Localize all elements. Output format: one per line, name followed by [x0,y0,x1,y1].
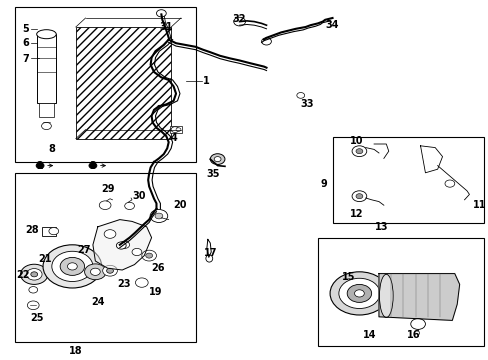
Circle shape [102,265,117,276]
Circle shape [67,263,77,270]
Text: 33: 33 [300,99,314,109]
Circle shape [43,245,102,288]
Circle shape [214,157,221,162]
Text: 4: 4 [170,133,177,143]
Circle shape [132,248,142,256]
Circle shape [444,180,454,187]
Text: 9: 9 [320,179,327,189]
Bar [332,137,483,223]
Circle shape [171,127,179,132]
Circle shape [31,272,38,277]
Circle shape [29,287,38,293]
Circle shape [261,38,271,45]
Text: 2: 2 [37,161,43,171]
Circle shape [351,146,366,157]
Circle shape [338,278,379,309]
Circle shape [120,241,129,248]
Circle shape [346,284,371,302]
Circle shape [135,278,148,287]
Circle shape [49,228,59,235]
Circle shape [27,301,39,310]
Circle shape [145,253,152,258]
Circle shape [354,290,364,297]
Circle shape [52,251,93,282]
Circle shape [355,149,362,154]
Circle shape [60,257,84,275]
Circle shape [150,210,167,222]
Circle shape [410,319,425,329]
Circle shape [210,154,224,165]
Circle shape [90,268,100,275]
Bar [15,7,195,162]
Text: 35: 35 [205,169,219,179]
Circle shape [106,268,113,273]
Bar [39,103,54,117]
Text: 12: 12 [349,209,363,219]
Circle shape [84,264,106,280]
Circle shape [41,122,51,130]
Text: 15: 15 [342,272,355,282]
Bar [37,34,56,103]
Text: 6: 6 [22,38,29,48]
Ellipse shape [205,255,212,262]
Text: 30: 30 [132,191,145,201]
Text: 32: 32 [232,14,246,24]
Text: 20: 20 [173,200,187,210]
Circle shape [26,269,42,280]
Text: 23: 23 [117,279,131,289]
Text: 24: 24 [91,297,104,307]
Ellipse shape [379,274,392,318]
Text: 28: 28 [25,225,39,235]
Text: 29: 29 [101,184,114,194]
Text: 19: 19 [149,287,163,297]
Text: 7: 7 [22,54,29,64]
Circle shape [156,10,166,17]
Bar [15,173,195,342]
Circle shape [89,163,97,168]
Text: 18: 18 [69,346,82,356]
Circle shape [233,17,245,26]
Polygon shape [93,220,151,270]
Text: 31: 31 [159,22,173,32]
Text: 34: 34 [325,20,339,30]
Circle shape [116,242,126,249]
Polygon shape [378,274,459,320]
Circle shape [176,128,181,131]
Text: 11: 11 [472,200,486,210]
Text: 13: 13 [374,222,387,232]
Text: 27: 27 [77,245,90,255]
Bar [170,126,182,133]
Circle shape [142,250,156,261]
Text: 22: 22 [16,270,29,280]
Text: 26: 26 [151,263,165,273]
Text: 3: 3 [89,161,96,171]
Text: 25: 25 [30,313,43,323]
Bar [76,27,171,139]
Text: 5: 5 [22,24,29,34]
Text: 1: 1 [203,76,209,86]
Circle shape [351,191,366,202]
Circle shape [124,202,134,210]
Text: 14: 14 [362,330,375,340]
Text: 16: 16 [406,330,419,340]
Text: 21: 21 [38,254,51,264]
Text: 8: 8 [48,144,55,154]
Circle shape [355,194,362,199]
Circle shape [104,230,116,238]
Circle shape [296,93,304,98]
Circle shape [36,163,44,168]
Text: 17: 17 [203,248,217,258]
Circle shape [20,264,48,284]
Circle shape [329,272,388,315]
Bar [41,227,56,236]
Circle shape [155,213,163,219]
Ellipse shape [37,30,56,39]
Circle shape [99,201,111,210]
Bar [317,238,483,346]
Text: 10: 10 [349,136,363,146]
